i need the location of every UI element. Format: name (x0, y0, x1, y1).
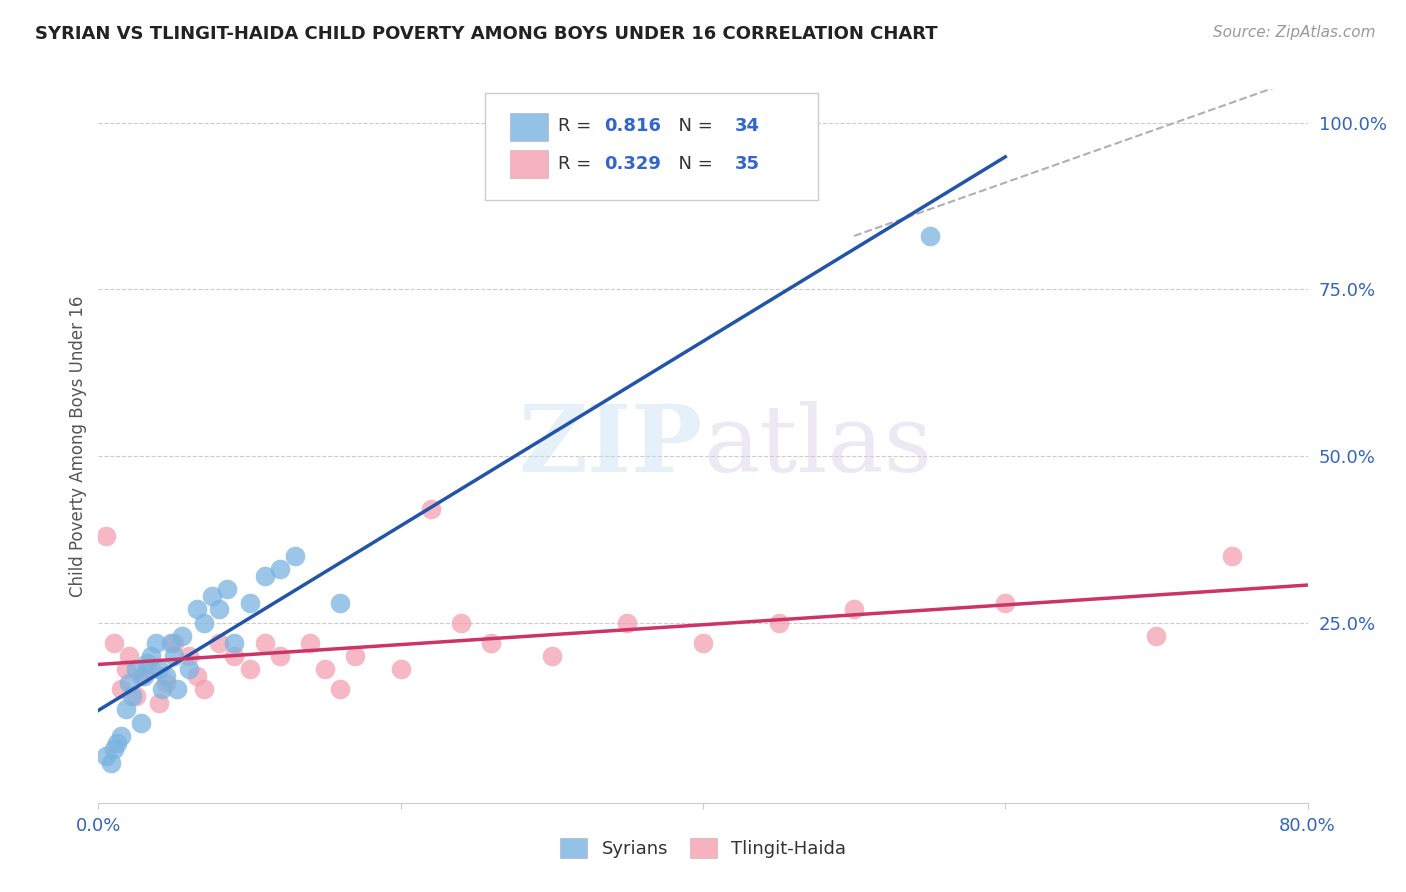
Point (141, 662, 163, 676)
Text: 0.329: 0.329 (603, 155, 661, 173)
Point (269, 649, 291, 664)
Point (450, 615, 472, 630)
Point (150, 682, 173, 697)
Point (215, 582, 238, 597)
FancyBboxPatch shape (509, 150, 548, 178)
Point (768, 615, 790, 630)
Point (105, 736, 128, 750)
Point (170, 629, 193, 643)
Point (148, 662, 170, 676)
Point (224, 636, 246, 650)
Point (994, 596, 1017, 610)
Point (253, 569, 276, 583)
Point (160, 636, 183, 650)
Point (94, 749, 117, 764)
Point (148, 696, 170, 710)
Point (299, 636, 322, 650)
Point (208, 636, 231, 650)
Point (481, 636, 503, 650)
Point (121, 689, 143, 703)
Point (329, 596, 352, 610)
FancyBboxPatch shape (509, 112, 548, 141)
FancyBboxPatch shape (485, 93, 818, 200)
Point (114, 702, 136, 716)
Point (166, 682, 188, 697)
Point (329, 682, 352, 697)
Point (239, 662, 262, 676)
Point (132, 669, 155, 683)
Point (186, 669, 208, 683)
Point (118, 649, 141, 664)
Point (129, 715, 152, 730)
Point (135, 656, 157, 670)
Point (201, 589, 224, 603)
Point (918, 228, 941, 243)
Point (179, 662, 201, 676)
Point (110, 729, 132, 743)
Text: N =: N = (666, 118, 718, 136)
Point (389, 662, 412, 676)
Point (186, 602, 208, 616)
Point (103, 636, 125, 650)
Point (141, 649, 163, 664)
Point (193, 682, 215, 697)
Point (163, 636, 186, 650)
Point (420, 502, 443, 516)
Point (114, 662, 136, 676)
Point (118, 675, 141, 690)
Point (163, 649, 186, 664)
Point (208, 602, 231, 616)
Point (155, 675, 177, 690)
Point (179, 649, 201, 664)
Text: Source: ZipAtlas.com: Source: ZipAtlas.com (1212, 25, 1375, 40)
Point (103, 742, 125, 756)
Point (284, 549, 307, 563)
Text: SYRIAN VS TLINGIT-HAIDA CHILD POVERTY AMONG BOYS UNDER 16 CORRELATION CHART: SYRIAN VS TLINGIT-HAIDA CHILD POVERTY AM… (35, 25, 938, 43)
Text: R =: R = (558, 155, 598, 173)
Point (94, 529, 117, 543)
Point (616, 615, 638, 630)
Point (540, 649, 562, 664)
Point (145, 636, 167, 650)
Point (239, 596, 262, 610)
Point (100, 756, 122, 770)
Point (1220, 549, 1243, 563)
Text: 35: 35 (734, 155, 759, 173)
Legend: Syrians, Tlingit-Haida: Syrians, Tlingit-Haida (553, 830, 853, 865)
Point (1144, 629, 1167, 643)
Point (344, 649, 367, 664)
Point (253, 636, 276, 650)
Text: 0.816: 0.816 (603, 118, 661, 136)
Text: 34: 34 (734, 118, 759, 136)
Text: atlas: atlas (703, 401, 932, 491)
Y-axis label: Child Poverty Among Boys Under 16: Child Poverty Among Boys Under 16 (69, 295, 87, 597)
Point (155, 669, 177, 683)
Point (224, 649, 246, 664)
Point (125, 662, 148, 676)
Text: N =: N = (666, 155, 718, 173)
Point (193, 615, 215, 630)
Point (692, 636, 714, 650)
Point (844, 602, 866, 616)
Point (110, 682, 132, 697)
Point (269, 562, 291, 576)
Text: ZIP: ZIP (519, 401, 703, 491)
Point (129, 669, 152, 683)
Point (314, 662, 336, 676)
Point (125, 689, 148, 703)
Text: R =: R = (558, 118, 598, 136)
